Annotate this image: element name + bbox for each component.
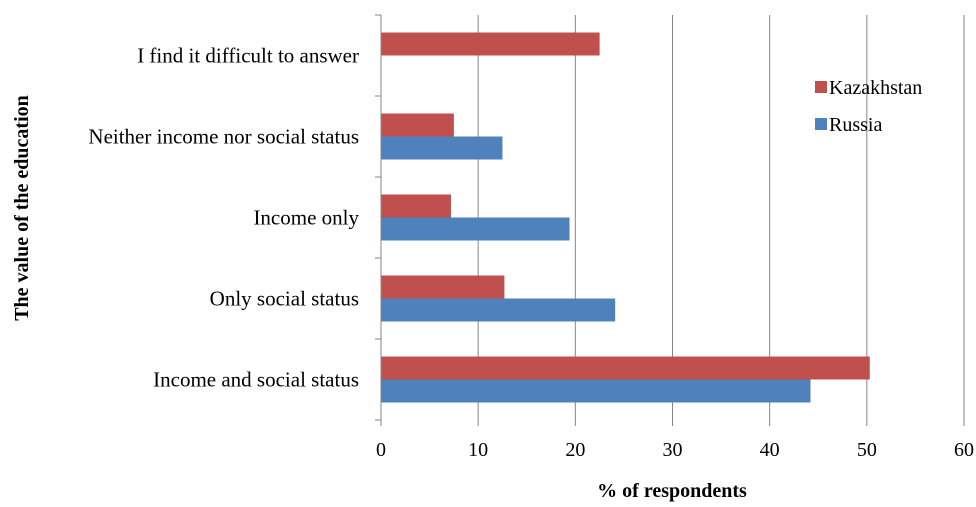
category-label-1: Only social status	[210, 287, 359, 311]
legend: Kazakhstan Russia	[815, 77, 922, 136]
bar-russia-0	[381, 379, 811, 403]
grid-lines	[477, 15, 965, 420]
x-tick-label-0: 0	[376, 439, 386, 461]
x-tick-label-40: 40	[760, 439, 780, 461]
legend-label-russia: Russia	[829, 114, 882, 136]
axes	[375, 14, 965, 426]
category-label-0: Income and social status	[153, 368, 359, 392]
bar-kazakhstan-3	[381, 113, 454, 137]
x-tick-label-50: 50	[857, 439, 877, 461]
x-axis-title: % of respondents	[597, 480, 747, 502]
labels: 0 10 20 30 40 50 60 Income and social status Onl…	[88, 44, 974, 462]
bar-kazakhstan-1	[381, 275, 505, 299]
category-label-4: I find it difficult to answer	[137, 44, 359, 68]
category-label-3: Neither income nor social status	[88, 125, 359, 149]
category-label-2: Income only	[253, 206, 359, 230]
legend-swatch-russia	[815, 118, 827, 130]
x-tick-label-30: 30	[663, 439, 683, 461]
bar-kazakhstan-0	[381, 356, 870, 380]
legend-label-kazakhstan: Kazakhstan	[829, 77, 922, 99]
bar-kazakhstan-4	[381, 32, 600, 56]
bar-kazakhstan-2	[381, 194, 451, 218]
x-tick-label-60: 60	[954, 439, 974, 461]
bars	[381, 32, 870, 403]
x-tick-label-10: 10	[468, 439, 488, 461]
legend-swatch-kazakhstan	[815, 81, 827, 93]
bar-russia-3	[381, 136, 503, 160]
bar-russia-2	[381, 217, 570, 241]
y-axis-title: The value of the education	[11, 95, 33, 321]
x-tick-label-20: 20	[565, 439, 585, 461]
bar-russia-1	[381, 298, 616, 322]
